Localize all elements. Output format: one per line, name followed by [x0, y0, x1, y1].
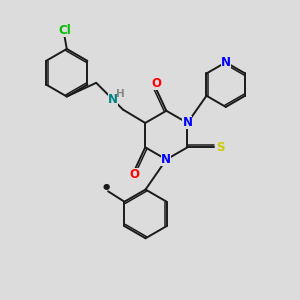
Text: N: N — [182, 116, 193, 130]
Text: ●: ● — [103, 182, 110, 191]
Text: Cl: Cl — [58, 24, 71, 37]
Text: O: O — [151, 76, 161, 90]
Text: O: O — [130, 169, 140, 182]
Text: N: N — [221, 56, 231, 69]
Text: S: S — [216, 141, 224, 154]
Text: N: N — [161, 153, 171, 166]
Text: N: N — [107, 93, 118, 106]
Text: H: H — [116, 89, 125, 99]
